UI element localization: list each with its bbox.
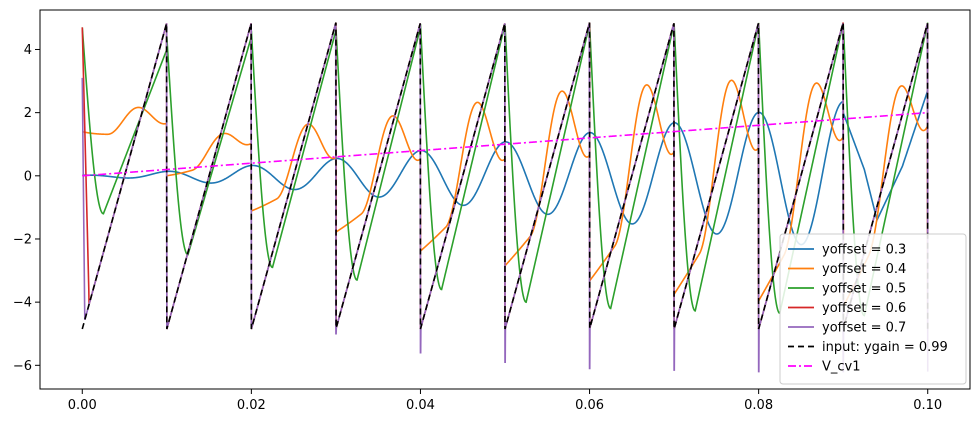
y-tick-label: −6 xyxy=(13,359,32,374)
x-tick-label: 0.00 xyxy=(68,398,97,413)
legend-entry: V_cv1 xyxy=(822,360,861,375)
legend-entry: yoffset = 0.4 xyxy=(822,262,906,277)
x-tick-label: 0.10 xyxy=(913,398,942,413)
series-layer xyxy=(81,22,929,373)
y-tick-label: −2 xyxy=(13,232,32,247)
x-tick-label: 0.04 xyxy=(406,398,435,413)
y-tick-label: −4 xyxy=(13,296,32,311)
legend: yoffset = 0.3 yoffset = 0.4 yoffset = 0.5 y… xyxy=(779,233,967,385)
y-tick-label: 0 xyxy=(24,169,32,184)
legend-entry: yoffset = 0.6 xyxy=(822,301,906,316)
x-tick-label: 0.06 xyxy=(575,398,604,413)
y-axis: −6 −4 −2 0 2 4 xyxy=(13,43,40,374)
legend-entry: yoffset = 0.3 xyxy=(822,243,906,258)
legend-entry: input: ygain = 0.99 xyxy=(822,340,948,355)
x-tick-label: 0.08 xyxy=(744,398,773,413)
plot-area-frame xyxy=(39,9,971,390)
legend-box xyxy=(779,233,967,385)
x-tick-label: 0.02 xyxy=(237,398,266,413)
legend-entry: yoffset = 0.7 xyxy=(822,321,906,336)
legend-entry: yoffset = 0.5 xyxy=(822,282,906,297)
series-line-5 xyxy=(81,22,929,330)
y-tick-label: 4 xyxy=(24,43,32,58)
y-tick-label: 2 xyxy=(24,106,32,121)
x-axis: 0.00 0.02 0.04 0.06 0.08 0.10 xyxy=(68,389,942,413)
series-line-6 xyxy=(82,111,928,177)
